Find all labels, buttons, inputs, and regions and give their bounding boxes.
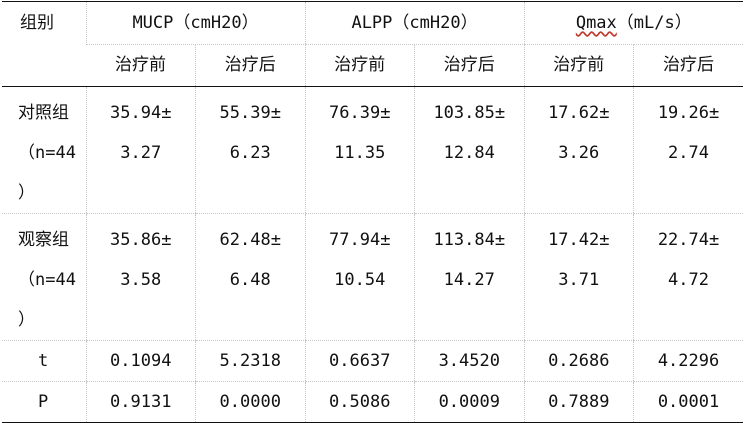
sd-value: 3.58 (120, 270, 162, 290)
mean-value: 35.86± (110, 230, 172, 250)
value-cell: 55.39± 6.23 (195, 86, 306, 214)
stat-value: 0.5086 (304, 381, 415, 423)
paren-open: （ (392, 13, 410, 33)
metric-name: MUCP (132, 13, 174, 33)
sd-value: 10.54 (334, 270, 386, 290)
metric-unit: mL/s (633, 13, 675, 33)
phase-header-before: 治疗前 (86, 44, 196, 87)
group-name: 对照组 (18, 103, 69, 123)
group-column-header: 组别 (2, 1, 86, 87)
sd-value: 3.26 (558, 143, 600, 163)
paren-close: ） (241, 13, 259, 33)
sd-value: 3.27 (120, 143, 162, 163)
phase-header-after: 治疗后 (633, 44, 744, 87)
mean-value: 113.84± (433, 230, 506, 250)
paren-open: （ (616, 13, 634, 33)
stat-value: 0.7889 (523, 381, 634, 423)
sd-value: 6.48 (229, 270, 271, 290)
metric-header-qmax: Qmax（mL/s） (523, 1, 744, 45)
mean-value: 62.48± (219, 230, 281, 250)
value-cell: 77.94± 10.54 (304, 213, 415, 341)
metric-header-alpp: ALPP（cmH20） (304, 1, 525, 45)
stat-label: P (2, 381, 86, 423)
table-row-p-value: P 0.9131 0.0000 0.5086 0.0009 0.7889 0.0… (2, 381, 744, 423)
mean-value: 22.74± (657, 230, 720, 250)
stat-value: 0.0009 (414, 381, 525, 423)
stat-value: 3.4520 (414, 340, 525, 382)
sd-value: 4.72 (668, 270, 709, 290)
value-cell: 17.42± 3.71 (523, 213, 634, 341)
value-cell: 35.94± 3.27 (85, 86, 196, 214)
mean-value: 35.94± (110, 103, 172, 123)
mean-value: 17.62± (548, 103, 610, 123)
phase-header-after: 治疗后 (195, 44, 306, 87)
value-cell: 76.39± 11.35 (304, 86, 415, 214)
group-label: 组别 (20, 13, 54, 33)
mean-value: 17.42± (548, 230, 610, 250)
group-size-close: ） (18, 183, 35, 203)
mean-value: 19.26± (657, 103, 720, 123)
paren-open: （ (173, 13, 191, 33)
stat-value: 0.0000 (195, 381, 306, 423)
table-row-observation-group: 观察组 （n=44 ） 35.86± 3.58 62.48± 6.48 77.94±… (2, 213, 744, 341)
metric-header-mucp: MUCP（cmH20） (85, 1, 306, 45)
stat-value: 0.9131 (85, 381, 196, 423)
stat-value: 0.1094 (85, 340, 196, 382)
stat-value: 0.0001 (633, 381, 744, 423)
sd-value: 3.71 (558, 270, 600, 290)
sd-value: 11.35 (334, 143, 386, 163)
sd-value: 6.23 (229, 143, 271, 163)
value-cell: 35.86± 3.58 (85, 213, 196, 341)
header-row-phases: 治疗前 治疗后 治疗前 治疗后 治疗前 治疗后 (2, 44, 744, 87)
group-cell: 对照组 （n=44 ） (2, 86, 86, 214)
value-cell: 19.26± 2.74 (633, 86, 744, 214)
phase-header-after: 治疗后 (414, 44, 525, 87)
mean-value: 76.39± (329, 103, 391, 123)
metric-name: ALPP (351, 13, 393, 33)
value-cell: 22.74± 4.72 (633, 213, 744, 341)
stat-value: 4.2296 (633, 340, 744, 382)
value-cell: 103.85± 12.84 (414, 86, 525, 214)
value-cell: 17.62± 3.26 (523, 86, 634, 214)
header-row-metrics: 组别 MUCP（cmH20） ALPP（cmH20） Qmax（mL/s） (2, 1, 744, 87)
mean-value: 103.85± (433, 103, 506, 123)
sd-value: 14.27 (443, 270, 495, 290)
stat-value: 5.2318 (195, 340, 306, 382)
mean-value: 55.39± (219, 103, 281, 123)
group-size: （n=44 (18, 143, 76, 163)
value-cell: 113.84± 14.27 (414, 213, 525, 341)
group-size-close: ） (18, 310, 35, 330)
group-name: 观察组 (18, 230, 69, 250)
sd-value: 2.74 (668, 143, 709, 163)
table-row-control-group: 对照组 （n=44 ） 35.94± 3.27 55.39± 6.23 76.39±… (2, 86, 744, 214)
phase-header-before: 治疗前 (523, 44, 634, 87)
phase-header-before: 治疗前 (304, 44, 415, 87)
stat-value: 0.6637 (304, 340, 415, 382)
mean-value: 77.94± (329, 230, 391, 250)
value-cell: 62.48± 6.48 (195, 213, 306, 341)
group-size: （n=44 (18, 270, 76, 290)
paren-close: ） (460, 13, 478, 33)
table-row-t-statistic: t 0.1094 5.2318 0.6637 3.4520 0.2686 4.2… (2, 340, 744, 382)
stat-value: 0.2686 (523, 340, 634, 382)
metric-name: Qmax (575, 13, 617, 33)
metric-unit: cmH20 (409, 13, 461, 33)
sd-value: 12.84 (443, 143, 495, 163)
metric-unit: cmH20 (190, 13, 242, 33)
group-cell: 观察组 （n=44 ） (2, 213, 86, 341)
paren-close: ） (674, 13, 692, 33)
stat-label: t (2, 340, 86, 382)
